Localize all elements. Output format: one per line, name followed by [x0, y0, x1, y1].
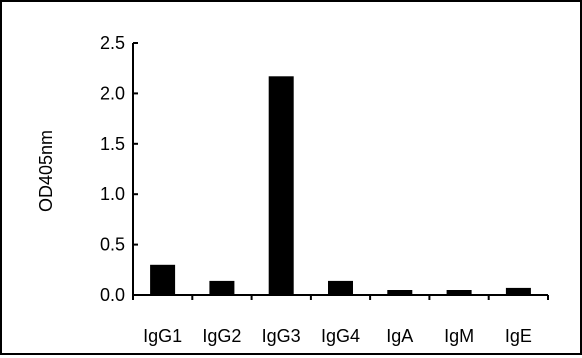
bar-iga — [387, 290, 413, 295]
x-tick-label-igm: IgM — [444, 326, 474, 346]
x-tick-label-igg1: IgG1 — [143, 326, 182, 346]
y-tick-label: 0.0 — [100, 285, 125, 305]
bar-ige — [505, 287, 531, 295]
x-tick-label-ige: IgE — [505, 326, 532, 346]
x-tick-label-igg4: IgG4 — [321, 326, 360, 346]
x-tick-label-iga: IgA — [386, 326, 413, 346]
y-tick-label: 2.0 — [100, 83, 125, 103]
bar-igg2 — [209, 280, 235, 295]
y-tick-label: 2.5 — [100, 33, 125, 53]
axes-layer — [132, 42, 549, 300]
y-tick-label: 0.5 — [100, 235, 125, 255]
bar-igm — [446, 290, 472, 295]
y-tick-label: 1.0 — [100, 184, 125, 204]
bar-igg4 — [328, 280, 353, 295]
bar-igg1 — [150, 264, 176, 295]
y-tick-label: 1.5 — [100, 134, 125, 154]
y-axis-title: OD405nm — [36, 130, 56, 212]
x-tick-label-igg2: IgG2 — [202, 326, 241, 346]
x-tick-label-igg3: IgG3 — [262, 326, 301, 346]
labels-layer: IgG1 IgG2 IgG3 IgG4 IgA IgM IgE 0.0 0.5 1.0 1.5 2.0… — [100, 33, 532, 346]
bars-layer — [150, 76, 531, 295]
bar-chart: IgG1 IgG2 IgG3 IgG4 IgA IgM IgE 0.0 0.5 1.0 1.5 2.0… — [36, 33, 549, 346]
bar-igg3 — [268, 76, 294, 295]
